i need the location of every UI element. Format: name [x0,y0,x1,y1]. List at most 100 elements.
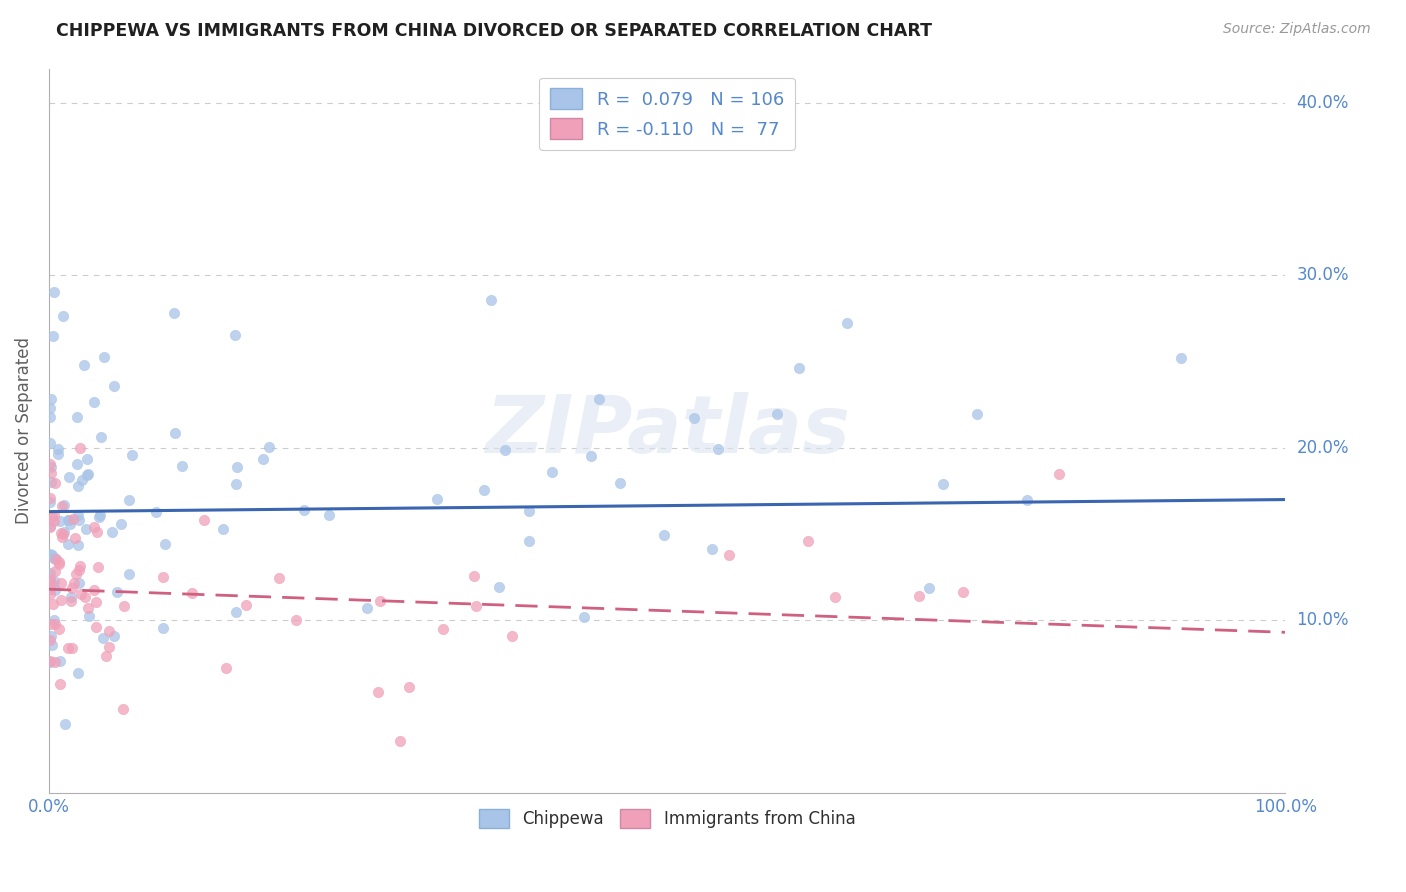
Point [39,491,62,505]
Point [48,557,70,571]
Point [89,508,111,523]
Point [717,549,740,563]
Point [97,624,120,639]
Point [39,586,62,600]
Point [105,584,128,599]
Point [76,467,98,482]
Point [87,510,110,524]
Point [572,610,595,624]
Point [52,309,75,323]
Point [39,654,62,668]
Point [39,466,62,480]
Point [48,555,70,569]
Point [59,590,82,604]
Point [1170,351,1192,365]
Point [39,519,62,533]
Point [540,465,562,479]
Point [70,587,93,601]
Point [51,529,73,543]
Point [66,666,89,681]
Point [39,547,62,561]
Point [97,640,120,654]
Point [145,505,167,519]
Point [87,559,110,574]
Point [1047,467,1070,481]
Point [952,584,974,599]
Point [787,361,810,376]
Point [60,582,83,596]
Point [472,483,495,497]
Point [56,513,79,527]
Point [224,328,246,343]
Point [932,477,955,491]
Point [49,575,72,590]
Point [464,599,486,614]
Point [39,574,62,588]
Point [58,537,80,551]
Point [67,479,90,493]
Point [267,571,290,585]
Point [152,621,174,635]
Point [292,503,315,517]
Point [494,442,516,457]
Point [367,685,389,699]
Point [39,401,62,415]
Point [103,379,125,393]
Point [797,533,820,548]
Point [41,597,63,611]
Text: 20.0%: 20.0% [1296,439,1348,457]
Point [118,566,141,581]
Point [44,475,66,490]
Point [86,525,108,540]
Point [917,581,939,595]
Point [225,459,247,474]
Point [463,569,485,583]
Point [83,582,105,597]
Point [51,499,73,513]
Point [284,614,307,628]
Point [388,734,411,748]
Point [77,608,100,623]
Point [41,510,63,524]
Point [73,358,96,372]
Point [93,350,115,364]
Point [907,589,929,603]
Point [257,440,280,454]
Point [46,442,69,456]
Point [368,593,391,607]
Point [91,632,114,646]
Point [52,524,75,539]
Point [112,599,135,613]
Point [67,576,90,591]
Point [46,447,69,461]
Point [75,523,97,537]
Text: 10.0%: 10.0% [1296,611,1348,629]
Point [398,680,420,694]
Point [84,594,107,608]
Point [76,451,98,466]
Point [49,593,72,607]
Point [588,392,610,406]
Point [58,470,80,484]
Point [193,513,215,527]
Point [44,616,66,631]
Point [39,435,62,450]
Point [56,640,79,655]
Point [163,306,186,320]
Point [86,620,108,634]
Point [39,582,62,597]
Point [432,622,454,636]
Point [318,508,340,523]
Point [59,594,82,608]
Point [69,441,91,455]
Point [356,601,378,615]
Text: 40.0%: 40.0% [1296,94,1348,112]
Point [41,638,63,652]
Point [83,520,105,534]
Point [83,394,105,409]
Point [48,514,70,528]
Point [103,629,125,643]
Point [42,328,65,343]
Point [42,578,65,592]
Point [66,458,89,472]
